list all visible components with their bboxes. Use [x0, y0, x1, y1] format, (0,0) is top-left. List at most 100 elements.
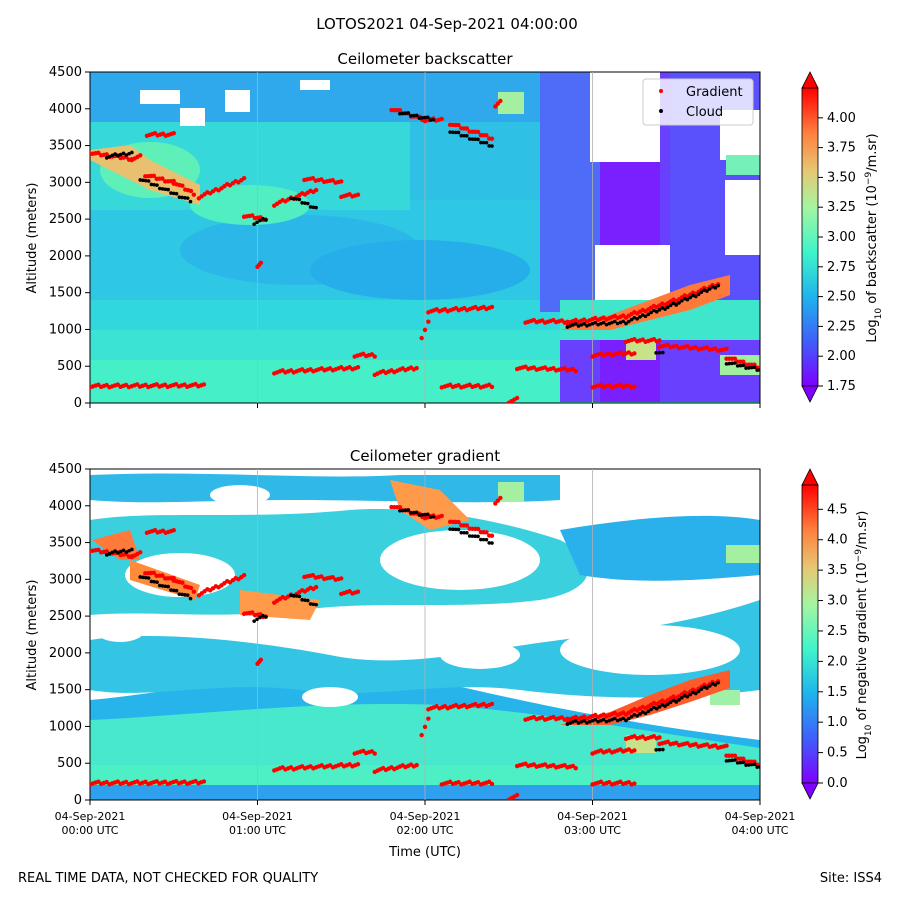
cloud-point	[677, 301, 681, 305]
colorbar-tick-label: 2.0	[827, 654, 848, 669]
cloud-point	[654, 309, 659, 314]
cloud-point	[613, 319, 617, 324]
cloud-point	[412, 510, 416, 515]
cloud-point	[118, 152, 123, 157]
colorbar-tick-label: 3.00	[827, 230, 856, 245]
cloud-point	[629, 714, 634, 719]
cloud-point	[258, 615, 262, 620]
cloud-point	[462, 530, 466, 535]
gradient-point	[104, 152, 109, 157]
cloud-point	[663, 307, 667, 311]
legend-cloud-label: Cloud	[686, 105, 723, 120]
gradient-point	[724, 346, 729, 351]
colorbar-tick-label: 3.75	[827, 141, 856, 156]
cloud-point	[646, 312, 651, 317]
cloud-point	[632, 712, 637, 717]
y-tick-label: 3000	[49, 572, 82, 587]
cloud-point	[467, 137, 472, 141]
cloud-point	[599, 321, 603, 326]
cloud-point	[417, 116, 422, 120]
cloud-point	[674, 303, 679, 307]
cloud-point	[613, 716, 617, 721]
cloud-point	[638, 712, 642, 716]
gradient-point	[171, 130, 176, 136]
y-tick-label: 4500	[49, 65, 82, 80]
gradient-point	[439, 513, 444, 519]
cloud-point	[406, 111, 411, 115]
y-tick-label: 3500	[49, 139, 82, 154]
cloud-point	[127, 548, 131, 553]
cloud-point	[661, 747, 665, 752]
cloud-point	[420, 116, 425, 120]
cloud-point	[481, 140, 486, 145]
x-tick-label-time: 03:00 UTC	[564, 824, 621, 837]
cloud-point	[565, 325, 570, 329]
gradient-point	[330, 574, 335, 580]
gradient-point	[310, 572, 316, 578]
cloud-point	[579, 720, 584, 724]
cloud-point	[590, 718, 595, 723]
cloud-point	[568, 324, 572, 328]
cloud-point	[409, 113, 413, 118]
cloud-point	[682, 693, 687, 698]
cloud-point	[130, 547, 134, 552]
cloud-point	[579, 323, 584, 327]
gradient-colorbar-label: Log10 of negative gradient (10−9/m.sr)	[854, 511, 874, 760]
x-tick-label-date: 04-Sep-2021	[725, 810, 796, 823]
cloud-point	[149, 579, 154, 584]
cloud-point	[587, 323, 592, 327]
colorbar-tick-label: 2.00	[827, 349, 856, 364]
cloud-point	[171, 588, 176, 593]
cloud-point	[688, 692, 693, 697]
x-tick-label-time: 01:00 UTC	[229, 824, 286, 837]
cloud-point	[121, 151, 126, 156]
gradient-point	[464, 523, 470, 528]
cloud-point	[652, 308, 656, 313]
cloud-point	[696, 292, 701, 297]
gradient-point	[241, 176, 247, 181]
gradient-point	[732, 356, 738, 361]
cloud-point	[705, 686, 709, 690]
cloud-point	[481, 537, 486, 542]
cloud-point	[691, 690, 695, 695]
cloud-point	[124, 550, 129, 554]
colorbar-tick-label: 1.5	[827, 685, 848, 700]
y-tick-label: 0	[74, 793, 82, 808]
colorbar-tick-label: 0.5	[827, 746, 848, 761]
x-tick-label-date: 04-Sep-2021	[222, 810, 293, 823]
cloud-point	[733, 361, 737, 365]
cloud-point	[146, 179, 151, 183]
cloud-point	[749, 762, 754, 767]
y-tick-label: 2500	[49, 212, 82, 227]
cloud-point	[451, 130, 455, 135]
gradient-point	[489, 136, 495, 141]
cloud-point	[657, 308, 662, 312]
legend-gradient-marker	[659, 89, 663, 93]
cloud-point	[680, 696, 684, 700]
gradient-point	[475, 129, 481, 135]
cloud-point	[425, 115, 430, 120]
gradient-point	[160, 573, 165, 578]
gradient-point	[489, 533, 495, 538]
y-tick-label: 4000	[49, 499, 82, 514]
gradient-point	[632, 384, 637, 389]
cloud-point	[110, 550, 115, 555]
cloud-point	[403, 111, 408, 116]
cloud-point	[420, 513, 425, 517]
cloud-point	[666, 702, 670, 707]
cloud-point	[258, 218, 262, 223]
cloud-point	[291, 196, 296, 201]
cloud-point	[727, 361, 732, 366]
gradient-point	[96, 150, 101, 155]
gradient-point	[426, 319, 431, 324]
cloud-point	[741, 363, 746, 368]
cloud-point	[141, 178, 145, 183]
y-tick-label: 4500	[49, 462, 82, 477]
gradient-point	[489, 781, 495, 787]
cloud-point	[487, 541, 492, 545]
gradient-point	[313, 584, 319, 590]
cloud-point	[171, 191, 176, 196]
cloud-point	[735, 364, 740, 368]
backscatter-colorbar-label: Log10 of backscatter (10−9/m.sr)	[864, 133, 884, 342]
gradient-point	[241, 573, 247, 578]
